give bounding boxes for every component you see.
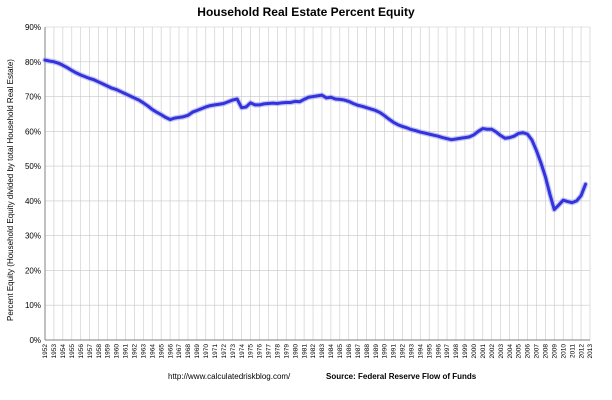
x-tick-label: 1963 — [140, 344, 147, 359]
x-tick-label: 2010 — [560, 344, 567, 359]
x-tick-label: 1994 — [417, 344, 424, 359]
x-tick-label: 1999 — [462, 344, 469, 359]
x-tick-label: 2008 — [543, 344, 550, 359]
y-tick-label: 80% — [25, 58, 41, 67]
x-tick-label: 2001 — [480, 344, 487, 359]
x-tick-label: 1959 — [105, 344, 112, 359]
x-tick-label: 1969 — [194, 344, 201, 359]
x-tick-label: 2012 — [578, 344, 585, 359]
y-tick-label: 50% — [25, 162, 41, 171]
x-tick-label: 1977 — [266, 344, 273, 359]
x-tick-label: 1982 — [310, 344, 317, 359]
x-tick-label: 1980 — [292, 344, 299, 359]
x-tick-label: 1993 — [409, 344, 416, 359]
x-tick-label: 1954 — [60, 344, 67, 359]
x-tick-label: 1983 — [319, 344, 326, 359]
y-tick-label: 60% — [25, 127, 41, 136]
series-line — [43, 58, 588, 212]
x-tick-label: 1987 — [355, 344, 362, 359]
x-tick-label: 1955 — [69, 344, 76, 359]
x-tick-label: 1966 — [167, 344, 174, 359]
x-tick-label: 1958 — [96, 344, 103, 359]
y-tick-label: 10% — [25, 301, 41, 310]
footer-source: Source: Federal Reserve Flow of Funds — [326, 372, 477, 381]
y-tick-label: 0% — [29, 336, 41, 345]
x-tick-label: 1996 — [435, 344, 442, 359]
y-tick-label: 40% — [25, 197, 41, 206]
x-tick-label: 1984 — [328, 344, 335, 359]
x-tick-label: 1978 — [274, 344, 281, 359]
x-tick-label: 1957 — [87, 344, 94, 359]
x-tick-label: 2013 — [587, 344, 594, 359]
x-tick-label: 1975 — [248, 344, 255, 359]
plot-background — [45, 27, 590, 340]
x-tick-label: 1968 — [185, 344, 192, 359]
x-tick-label: 1990 — [382, 344, 389, 359]
x-tick-label: 2009 — [551, 344, 558, 359]
y-tick-label: 90% — [25, 23, 41, 32]
y-tick-label: 30% — [25, 232, 41, 241]
x-tick-label: 1998 — [453, 344, 460, 359]
x-tick-label: 2006 — [525, 344, 532, 359]
x-tick-label: 1991 — [391, 344, 398, 359]
x-tick-label: 1976 — [257, 344, 264, 359]
x-tick-label: 1956 — [78, 344, 85, 359]
x-tick-label: 1964 — [149, 344, 156, 359]
x-tick-label: 1979 — [283, 344, 290, 359]
x-tick-label: 1962 — [132, 344, 139, 359]
x-tick-label: 2005 — [516, 344, 523, 359]
x-tick-label: 2007 — [534, 344, 541, 359]
x-tick-label: 1965 — [158, 344, 165, 359]
x-tick-label: 1961 — [123, 344, 130, 359]
chart-title: Household Real Estate Percent Equity — [197, 5, 415, 19]
x-tick-label: 2003 — [498, 344, 505, 359]
x-tick-label: 1988 — [364, 344, 371, 359]
x-tick-label: 2000 — [471, 344, 478, 359]
y-tick-label: 70% — [25, 93, 41, 102]
y-tick-label: 20% — [25, 266, 41, 275]
y-axis-label: Percent Equity (Household Equity divided… — [6, 59, 15, 321]
x-tick-label: 1973 — [230, 344, 237, 359]
x-tick-label: 1995 — [426, 344, 433, 359]
x-tick-label: 1960 — [114, 344, 121, 359]
x-tick-label: 1952 — [42, 344, 49, 359]
x-tick-label: 1953 — [51, 344, 58, 359]
footer-url: http://www.calculatedriskblog.com/ — [168, 372, 291, 381]
x-tick-label: 2002 — [489, 344, 496, 359]
x-tick-label: 1972 — [221, 344, 228, 359]
x-tick-label: 1992 — [400, 344, 407, 359]
x-tick-label: 1986 — [346, 344, 353, 359]
x-tick-label: 1970 — [203, 344, 210, 359]
x-tick-label: 1997 — [444, 344, 451, 359]
x-tick-label: 1981 — [301, 344, 308, 359]
x-tick-label: 1971 — [212, 344, 219, 359]
plot-area: 0%10%20%30%40%50%60%70%80%90%1952 1953 195… — [25, 23, 594, 358]
x-tick-label: 1989 — [373, 344, 380, 359]
x-tick-label: 2011 — [569, 344, 576, 358]
x-tick-label: 2004 — [507, 344, 514, 359]
x-tick-label: 1974 — [239, 344, 246, 359]
x-tick-label: 1985 — [337, 344, 344, 359]
x-tick-label: 1967 — [176, 344, 183, 359]
